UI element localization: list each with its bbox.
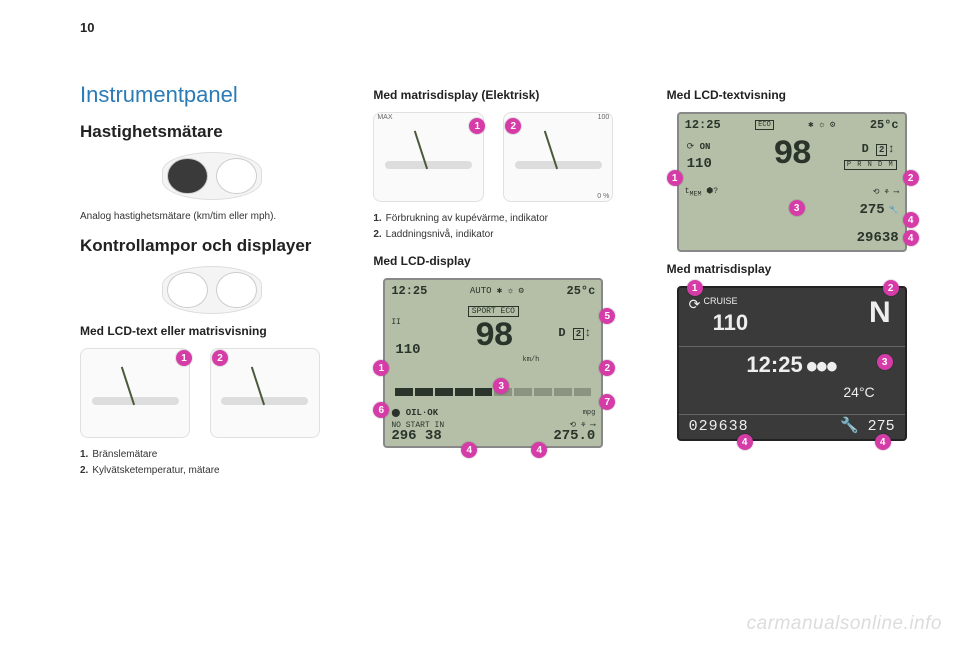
callout-4: 4 xyxy=(461,442,477,458)
figure-matrix-display: ⟳ CRUISE 110 N 12:25⬤⬤⬤ 24°C 029638 🔧 27… xyxy=(677,286,907,441)
legend-item: 1.Förbrukning av kupévärme, indikator xyxy=(373,212,636,226)
figure-lcd-text: 12:25 ECO ✱ ☼ ⚙ 25°c ⟳ ON 110 98 D 2↕ P … xyxy=(677,112,907,252)
figure-cluster-small-1 xyxy=(162,152,262,200)
figure-cluster-small-2 xyxy=(162,266,262,314)
lcd-eco-badge: ECO xyxy=(755,120,774,130)
lcd-temp: 25°c xyxy=(870,118,899,132)
lcd-odo: 296 38 xyxy=(391,428,441,444)
lcd-prndm: P R N D M xyxy=(844,160,897,170)
callout-3: 3 xyxy=(789,200,805,216)
lcd-gear: D 2↕ xyxy=(558,326,591,340)
subhead-lcd-text: Med LCD-textvisning xyxy=(667,88,930,102)
speedo-body-text: Analog hastighetsmätare (km/tim eller mp… xyxy=(80,210,343,224)
matrix-odo: 029638 xyxy=(689,418,749,435)
wrench-icon: 🔧 xyxy=(840,418,859,435)
column-3: Med LCD-textvisning 12:25 ECO ✱ ☼ ⚙ 25°c… xyxy=(667,82,930,490)
callout-2: 2 xyxy=(903,170,919,186)
callout-1: 1 xyxy=(687,280,703,296)
lcd-eco-icon: ⟲ ⚘ ⟶ xyxy=(873,187,899,197)
callout-4: 4 xyxy=(903,230,919,246)
lcd-time: 12:25 xyxy=(685,118,721,132)
lcd-oil: ⬤ OIL·OK xyxy=(391,408,438,418)
callout-2: 2 xyxy=(212,350,228,366)
lcd-mode: SPORT ECO xyxy=(468,306,519,317)
lcd-icons-row: AUTO ✱ ☼ ⚙ xyxy=(470,286,524,296)
lcd-odo: 29638 xyxy=(857,230,899,246)
column-1: Instrumentpanel Hastighetsmätare Analog … xyxy=(80,82,343,490)
callout-4: 4 xyxy=(875,434,891,450)
figure-electric-gauges: MAX 100 0 % 1 2 xyxy=(373,112,613,202)
label-0pct: 0 % xyxy=(597,193,609,200)
callout-4: 4 xyxy=(531,442,547,458)
label-max: MAX xyxy=(377,114,392,121)
heading-warning-lamps: Kontrollampor och displayer xyxy=(80,236,343,256)
legend-item: 1.Bränslemätare xyxy=(80,448,343,462)
lcd-temp: 25°c xyxy=(567,284,596,298)
figure-gauge-pair: 1 2 xyxy=(80,348,320,438)
callout-1: 1 xyxy=(176,350,192,366)
label-100: 100 xyxy=(598,114,610,121)
matrix-wrench: 🔧 275 xyxy=(840,416,895,435)
lcd-sub-speed: 110 xyxy=(395,342,420,358)
lcd-mpg: mpg xyxy=(583,409,596,417)
callout-4: 4 xyxy=(737,434,753,450)
callout-3: 3 xyxy=(877,354,893,370)
callout-7: 7 xyxy=(599,394,615,410)
legend-item: 2.Laddningsnivå, indikator xyxy=(373,228,636,242)
column-2: Med matrisdisplay (Elektrisk) MAX 100 0 … xyxy=(373,82,636,490)
figure-lcd-display: 12:25 AUTO ✱ ☼ ⚙ 25°c SPORT ECO II 98 11… xyxy=(383,278,603,448)
callout-4: 4 xyxy=(903,212,919,228)
cruise-icon: ⟳ xyxy=(689,296,701,312)
subhead-matrix-electric: Med matrisdisplay (Elektrisk) xyxy=(373,88,636,102)
matrix-speed: 110 xyxy=(713,310,749,336)
callout-5: 5 xyxy=(599,308,615,324)
lcd-icons-row: ✱ ☼ ⚙ xyxy=(808,120,835,130)
legend-fuel-coolant: 1.Bränslemätare 2.Kylvätsketemperatur, m… xyxy=(80,448,343,478)
lcd-speed: 98 xyxy=(773,136,810,174)
matrix-time: 12:25⬤⬤⬤ xyxy=(679,352,905,378)
lcd-trip: 275.0 xyxy=(553,428,595,444)
subhead-lcd-matrix: Med LCD-text eller matrisvisning xyxy=(80,324,343,338)
page-number: 10 xyxy=(80,20,94,35)
callout-1: 1 xyxy=(667,170,683,186)
callout-2: 2 xyxy=(599,360,615,376)
subhead-matrix-display: Med matrisdisplay xyxy=(667,262,930,276)
heading-speedometer: Hastighetsmätare xyxy=(80,122,343,142)
section-title: Instrumentpanel xyxy=(80,82,343,108)
subhead-lcd-display: Med LCD-display xyxy=(373,254,636,268)
watermark: carmanualsonline.info xyxy=(747,613,942,635)
lcd-time: 12:25 xyxy=(391,284,427,298)
legend-electric: 1.Förbrukning av kupévärme, indikator 2.… xyxy=(373,212,636,242)
matrix-temp: 24°C xyxy=(843,384,874,400)
lcd-mem: tMEM ⬢? xyxy=(685,186,718,198)
callout-2: 2 xyxy=(883,280,899,296)
lcd-unit: km/h xyxy=(523,356,540,364)
lcd-speed: 98 xyxy=(475,318,512,356)
legend-item: 2.Kylvätsketemperatur, mätare xyxy=(80,464,343,478)
lcd-aux: 275 xyxy=(859,202,884,218)
lcd-gear: D 2↕ xyxy=(862,142,895,156)
matrix-cruise: CRUISE xyxy=(703,296,737,306)
matrix-direction: N xyxy=(869,296,891,330)
content-columns: Instrumentpanel Hastighetsmätare Analog … xyxy=(80,82,930,490)
